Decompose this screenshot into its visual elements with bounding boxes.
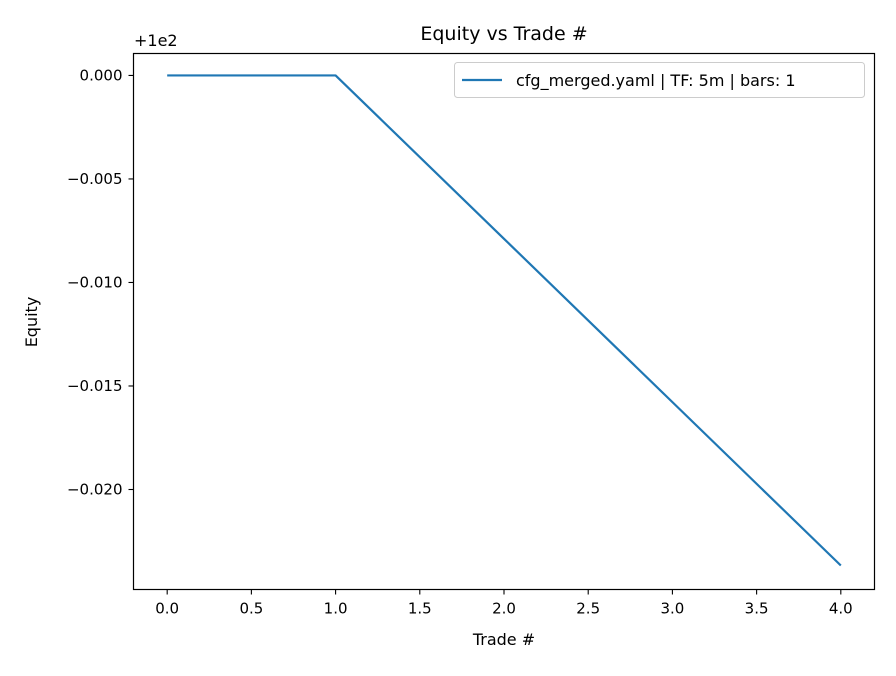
x-tick-label: 2.0 [492,600,516,618]
chart-title: Equity vs Trade # [420,23,587,45]
x-tick-label: 0.0 [155,600,179,618]
y-offset-label: +1e2 [134,31,178,50]
data-point [503,238,505,240]
data-point [840,564,842,566]
y-axis-label: Equity [22,297,41,348]
x-tick-label: 3.5 [745,600,769,618]
x-tick-label: 3.0 [660,600,684,618]
y-tick-label: −0.010 [67,273,123,291]
legend-box [454,62,865,98]
y-tick-label: 0.000 [80,66,123,84]
y-tick-label: −0.020 [67,481,123,499]
x-tick-label: 1.0 [324,600,348,618]
plot-area-frame [132,52,876,591]
x-tick-label: 2.5 [576,600,600,618]
y-tick-label: −0.005 [67,170,123,188]
data-point [166,74,168,76]
series-line [167,74,842,567]
data-point [335,74,337,76]
legend-label: cfg_merged.yaml | TF: 5m | bars: 1 [516,71,796,91]
x-tick-label: 0.5 [239,600,263,618]
x-axis-label: Trade # [472,630,535,649]
y-tick-label: −0.015 [67,377,123,395]
x-tick-label: 1.5 [408,600,432,618]
legend: cfg_merged.yaml | TF: 5m | bars: 1 [454,62,865,98]
x-tick-label: 4.0 [829,600,853,618]
data-point [671,401,673,403]
